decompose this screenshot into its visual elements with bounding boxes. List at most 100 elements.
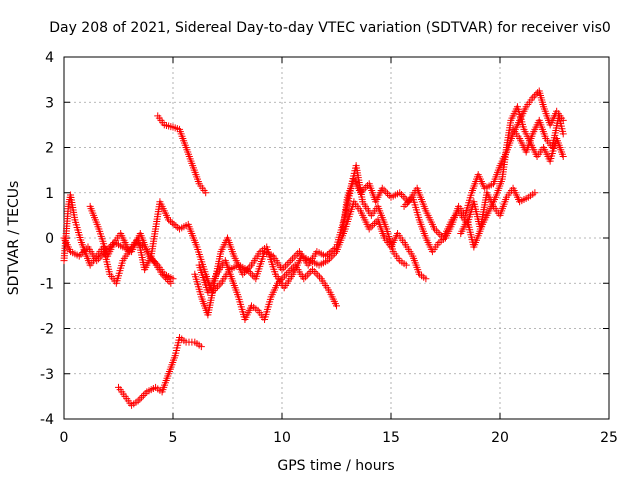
data-point — [197, 343, 205, 351]
data-point — [283, 260, 291, 268]
y-tick-label: 3 — [45, 95, 54, 111]
y-axis-label: SDTVAR / TECUs — [6, 181, 22, 296]
data-point — [367, 223, 375, 231]
data-point — [331, 249, 339, 257]
data-point — [436, 230, 444, 238]
data-point — [303, 271, 311, 279]
data-point — [434, 229, 442, 237]
data-point — [167, 279, 175, 287]
series-track-d — [154, 112, 210, 197]
data-point — [141, 390, 149, 398]
data-point — [247, 269, 255, 277]
data-point — [139, 391, 147, 399]
data-point — [160, 272, 168, 280]
data-point — [279, 274, 287, 282]
data-point — [165, 216, 173, 224]
data-point — [288, 255, 296, 263]
data-point — [248, 271, 256, 279]
data-point — [385, 191, 393, 199]
data-point — [402, 261, 410, 269]
y-tick-label: -2 — [40, 322, 54, 338]
data-point — [323, 251, 331, 259]
data-point — [559, 130, 567, 138]
data-point — [382, 188, 390, 196]
series-track-b — [60, 162, 410, 296]
data-point — [284, 268, 292, 276]
data-point — [285, 258, 293, 266]
data-point — [292, 251, 300, 259]
chart-title: Day 208 of 2021, Sidereal Day-to-day VTE… — [49, 20, 611, 36]
data-point — [314, 271, 322, 279]
data-point — [241, 268, 249, 276]
data-point — [162, 274, 170, 282]
data-point — [138, 393, 146, 401]
data-marks — [60, 87, 567, 409]
data-point — [396, 189, 404, 197]
data-point — [166, 217, 174, 225]
data-point — [399, 192, 407, 200]
data-point — [287, 257, 295, 265]
axis-ticks: 0 5 10 15 20 25 -4 -3 -2 -1 0 1 2 3 4 — [40, 50, 618, 446]
data-point — [242, 267, 250, 275]
data-point — [405, 197, 413, 205]
data-point — [384, 190, 392, 198]
data-point — [362, 183, 370, 191]
data-point — [404, 199, 412, 207]
x-tick-label: 15 — [382, 430, 400, 446]
data-point — [213, 283, 221, 291]
data-point — [559, 153, 567, 161]
data-point — [244, 265, 252, 273]
y-tick-label: 1 — [45, 186, 54, 202]
data-point — [280, 264, 288, 272]
y-tick-label: -3 — [40, 367, 54, 383]
data-point — [333, 302, 340, 310]
data-point — [530, 92, 538, 100]
data-point — [324, 257, 332, 265]
data-point — [302, 273, 310, 281]
data-point — [432, 227, 440, 235]
data-point — [282, 270, 290, 278]
y-tick-label: 2 — [45, 141, 54, 157]
data-point — [365, 225, 373, 233]
y-tick-label: -4 — [40, 412, 54, 428]
data-point — [165, 277, 173, 285]
data-point — [431, 225, 439, 233]
data-point — [360, 185, 368, 193]
data-point — [531, 189, 539, 197]
series-track-k — [509, 112, 567, 156]
data-point — [281, 262, 289, 270]
data-point — [290, 253, 298, 261]
x-tick-label: 20 — [491, 430, 509, 446]
data-point — [134, 397, 142, 405]
data-point — [281, 272, 289, 280]
data-point — [326, 255, 334, 263]
data-point — [278, 266, 286, 274]
y-tick-label: 4 — [45, 50, 54, 66]
x-tick-label: 0 — [60, 430, 69, 446]
data-point — [170, 220, 178, 228]
series-track-c — [86, 202, 175, 287]
x-tick-label: 5 — [169, 430, 178, 446]
y-tick-label: -1 — [40, 276, 54, 292]
data-point — [380, 186, 388, 194]
data-point — [370, 220, 378, 228]
data-point — [378, 184, 386, 192]
data-point — [158, 270, 166, 278]
y-tick-label: 0 — [45, 231, 54, 247]
series-track-g — [191, 198, 430, 319]
data-point — [215, 281, 223, 289]
x-axis-label: GPS time / hours — [277, 458, 394, 474]
data-point — [246, 263, 254, 271]
data-point — [239, 270, 247, 278]
data-point — [309, 266, 317, 274]
data-point — [172, 222, 180, 230]
data-point — [312, 269, 320, 277]
data-point — [136, 395, 144, 403]
data-point — [400, 202, 408, 210]
data-point — [532, 90, 540, 98]
data-point — [286, 267, 294, 275]
data-point — [369, 221, 377, 229]
data-point — [422, 275, 430, 283]
data-point — [163, 276, 171, 284]
